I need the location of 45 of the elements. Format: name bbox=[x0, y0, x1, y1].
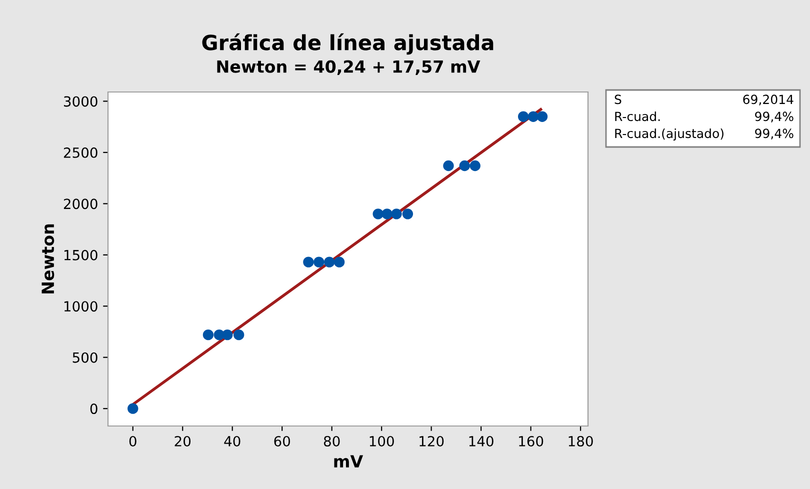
y-tick-label: 500 bbox=[72, 352, 98, 363]
point bbox=[334, 256, 345, 268]
point bbox=[391, 208, 402, 220]
text: 99,4% bbox=[755, 112, 794, 122]
point bbox=[303, 256, 314, 268]
y-tick-label: 2000 bbox=[64, 198, 98, 210]
point bbox=[470, 160, 480, 172]
point bbox=[443, 160, 454, 172]
point bbox=[372, 208, 384, 220]
x-tick-label: 0 bbox=[129, 436, 136, 446]
x-tick-label: 40 bbox=[224, 436, 240, 446]
y-tick-label: 2500 bbox=[64, 147, 98, 158]
point bbox=[518, 111, 529, 122]
text: R-cuad. bbox=[615, 111, 660, 122]
x-tick-label: 100 bbox=[370, 436, 394, 446]
point bbox=[233, 329, 244, 340]
x-tick-label: 60 bbox=[274, 436, 290, 446]
x-tick-label: 120 bbox=[420, 436, 444, 446]
text: 99,4% bbox=[755, 128, 794, 140]
x-tick-label: 20 bbox=[174, 436, 191, 446]
y-tick-label: 0 bbox=[90, 404, 98, 414]
point bbox=[324, 256, 335, 268]
x-tick-label: 80 bbox=[324, 436, 340, 446]
point bbox=[202, 329, 214, 340]
chart-title: Gráfica de línea ajustada bbox=[202, 33, 494, 55]
x-axis-title: mV bbox=[334, 455, 364, 468]
point bbox=[536, 111, 548, 122]
text: 69,2014 bbox=[743, 94, 794, 106]
x-tick-label: 180 bbox=[568, 436, 593, 446]
y-tick-label: 1000 bbox=[64, 301, 98, 312]
point bbox=[314, 256, 324, 268]
point bbox=[459, 160, 470, 172]
x-tick-label: 140 bbox=[469, 436, 494, 446]
point bbox=[222, 329, 233, 340]
x-tick-label: 160 bbox=[519, 436, 544, 446]
y-axis-title: Newton bbox=[42, 224, 54, 294]
point bbox=[402, 208, 414, 220]
point bbox=[128, 403, 138, 414]
text: S bbox=[614, 94, 622, 104]
point bbox=[528, 111, 539, 122]
point bbox=[382, 208, 392, 220]
y-tick-label: 1500 bbox=[64, 250, 98, 260]
text: R-cuad.(ajustado) bbox=[615, 128, 724, 141]
y-tick-label: 3000 bbox=[64, 96, 98, 107]
chart-subtitle: Newton = 40,24 + 17,57 mV bbox=[217, 60, 480, 75]
